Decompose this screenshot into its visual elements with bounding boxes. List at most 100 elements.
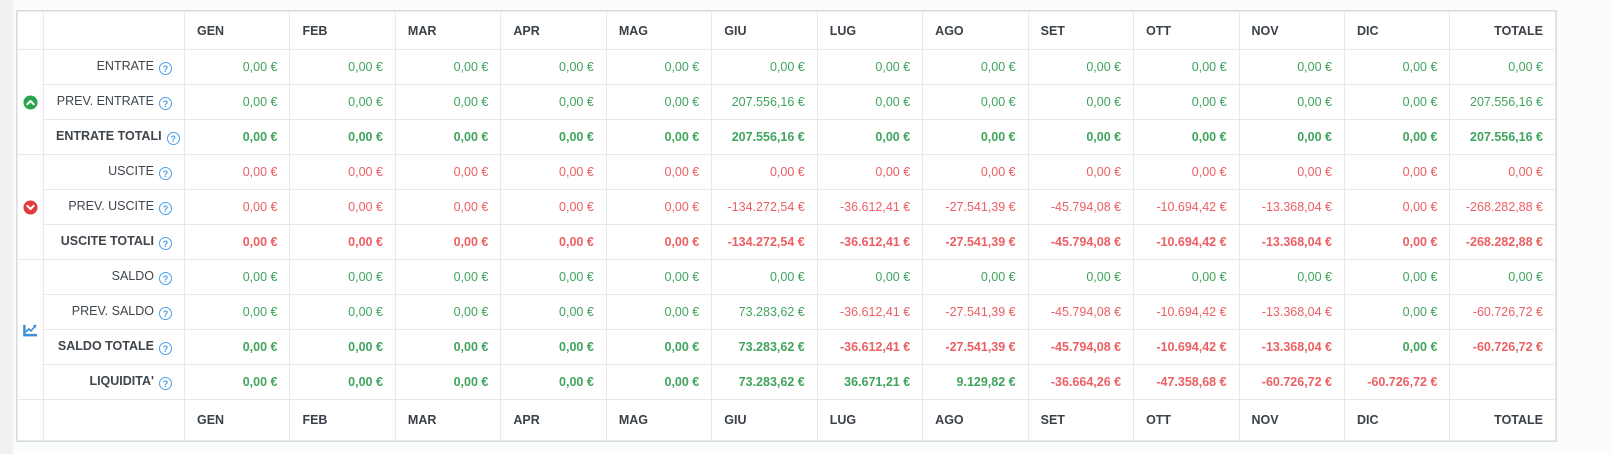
value-cell-gen: 0,00 € [183, 84, 291, 120]
value-cell-feb: 0,00 € [289, 84, 396, 120]
help-icon[interactable]: ? [159, 342, 172, 355]
column-header-lug: LUG [816, 399, 924, 441]
value-cell-nov: 0,00 € [1238, 84, 1345, 120]
help-icon[interactable]: ? [159, 97, 172, 110]
value-cell-apr: 0,00 € [500, 49, 607, 85]
icon-column-header [17, 399, 44, 441]
value-cell-giu: 73.283,62 € [711, 294, 818, 330]
value-cell-ott: -10.694,42 € [1133, 224, 1240, 260]
value-cell-totale: 0,00 € [1449, 154, 1556, 190]
value-cell-apr: 0,00 € [500, 224, 607, 260]
column-header-totale: TOTALE [1449, 399, 1556, 441]
value-cell-gen: 0,00 € [183, 329, 291, 365]
value-cell-feb: 0,00 € [289, 154, 396, 190]
value-cell-set: -45.794,08 € [1027, 224, 1135, 260]
row-label: USCITE TOTALI? [43, 224, 185, 260]
value-cell-ott: -10.694,42 € [1133, 329, 1240, 365]
value-cell-mar: 0,00 € [394, 154, 502, 190]
help-icon[interactable]: ? [159, 272, 172, 285]
value-cell-set: 0,00 € [1027, 84, 1135, 120]
value-cell-ott: 0,00 € [1133, 49, 1240, 85]
arrow-up-circle-icon [23, 95, 38, 110]
value-cell-dic: -60.726,72 € [1343, 364, 1451, 400]
table-row-liquidita: LIQUIDITA'? 0,00 €0,00 €0,00 €0,00 €0,00 … [18, 364, 1556, 400]
table-row-uscite-totali: USCITE TOTALI? 0,00 €0,00 €0,00 €0,00 €0,… [18, 224, 1556, 260]
column-header-set: SET [1027, 399, 1135, 441]
row-label-text: SALDO [111, 269, 154, 283]
value-cell-nov: 0,00 € [1238, 49, 1345, 85]
help-icon[interactable]: ? [166, 132, 180, 145]
value-cell-feb: 0,00 € [289, 224, 396, 260]
value-cell-giu: 0,00 € [711, 154, 818, 190]
value-cell-set: 0,00 € [1027, 154, 1135, 190]
help-icon[interactable]: ? [159, 62, 172, 75]
value-cell-dic: 0,00 € [1343, 259, 1451, 295]
value-cell-set: -45.794,08 € [1027, 294, 1135, 330]
value-cell-totale: 207.556,16 € [1449, 84, 1556, 120]
value-cell-mar: 0,00 € [394, 119, 502, 155]
value-cell-totale: 0,00 € [1449, 259, 1556, 295]
help-icon[interactable]: ? [159, 202, 172, 215]
value-cell-set: -36.664,26 € [1027, 364, 1135, 400]
table-row-uscite: USCITE? 0,00 €0,00 €0,00 €0,00 €0,00 €0,0… [17, 154, 1556, 260]
value-cell-feb: 0,00 € [289, 329, 396, 365]
value-cell-giu: 73.283,62 € [711, 329, 818, 365]
value-cell-lug: 0,00 € [816, 49, 924, 85]
table-body: ENTRATE? 0,00 €0,00 €0,00 €0,00 €0,00 €0,… [17, 49, 1556, 400]
value-cell-nov: -60.726,72 € [1238, 364, 1345, 400]
value-cell-ago: 0,00 € [922, 84, 1029, 120]
row-label: LIQUIDITA'? [43, 364, 185, 400]
value-cell-mar: 0,00 € [394, 49, 502, 85]
help-icon[interactable]: ? [159, 167, 172, 180]
value-cell-dic: 0,00 € [1343, 189, 1451, 225]
section-icon-cell-entrate [17, 49, 44, 155]
value-cell-dic: 0,00 € [1343, 329, 1451, 365]
value-cell-lug: -36.612,41 € [816, 224, 924, 260]
value-cell-set: 0,00 € [1027, 259, 1135, 295]
value-cell-mag: 0,00 € [605, 294, 713, 330]
value-cell-gen: 0,00 € [183, 49, 291, 85]
value-cell-ago: 0,00 € [922, 119, 1029, 155]
value-cell-apr: 0,00 € [500, 329, 607, 365]
value-cell-gen: 0,00 € [183, 224, 291, 260]
value-cell-nov: 0,00 € [1238, 119, 1345, 155]
header-row: GEN FEB MAR APR MAG GIU LUG AGO SET OTT NOV DIC TOTA… [17, 11, 1556, 50]
value-cell-giu: 207.556,16 € [711, 119, 818, 155]
label-column-header [43, 11, 185, 50]
column-header-mag: MAG [605, 399, 713, 441]
value-cell-apr: 0,00 € [500, 294, 607, 330]
column-header-ott: OTT [1133, 11, 1240, 50]
row-label-text: PREV. ENTRATE [56, 94, 154, 108]
value-cell-ago: -27.541,39 € [922, 189, 1029, 225]
value-cell-apr: 0,00 € [500, 189, 607, 225]
value-cell-set: 0,00 € [1027, 49, 1135, 85]
value-cell-mar: 0,00 € [394, 364, 502, 400]
value-cell-ago: -27.541,39 € [922, 294, 1029, 330]
value-cell-lug: 0,00 € [816, 154, 924, 190]
value-cell-apr: 0,00 € [500, 119, 607, 155]
value-cell-ago: 0,00 € [922, 154, 1029, 190]
value-cell-set: -45.794,08 € [1027, 189, 1135, 225]
value-cell-nov: -13.368,04 € [1238, 189, 1345, 225]
help-icon[interactable]: ? [159, 307, 172, 320]
value-cell-dic: 0,00 € [1343, 294, 1451, 330]
value-cell-apr: 0,00 € [500, 259, 607, 295]
value-cell-apr: 0,00 € [500, 154, 607, 190]
row-label-text: USCITE TOTALI [60, 234, 154, 248]
value-cell-mag: 0,00 € [605, 259, 713, 295]
value-cell-giu: -134.272,54 € [711, 224, 818, 260]
value-cell-nov: -13.368,04 € [1238, 224, 1345, 260]
help-icon[interactable]: ? [159, 237, 172, 250]
column-header-feb: FEB [289, 11, 396, 50]
value-cell-mag: 0,00 € [605, 189, 713, 225]
value-cell-feb: 0,00 € [289, 294, 396, 330]
value-cell-dic: 0,00 € [1343, 119, 1451, 155]
help-icon[interactable]: ? [159, 377, 172, 390]
cashflow-table: GEN FEB MAR APR MAG GIU LUG AGO SET OTT NOV DIC TOTA… [17, 11, 1556, 441]
value-cell-feb: 0,00 € [289, 119, 396, 155]
column-header-gen: GEN [183, 11, 291, 50]
row-label-text: PREV. SALDO [71, 304, 154, 318]
value-cell-lug: -36.612,41 € [816, 329, 924, 365]
value-cell-lug: -36.612,41 € [816, 294, 924, 330]
value-cell-ago: 0,00 € [922, 49, 1029, 85]
